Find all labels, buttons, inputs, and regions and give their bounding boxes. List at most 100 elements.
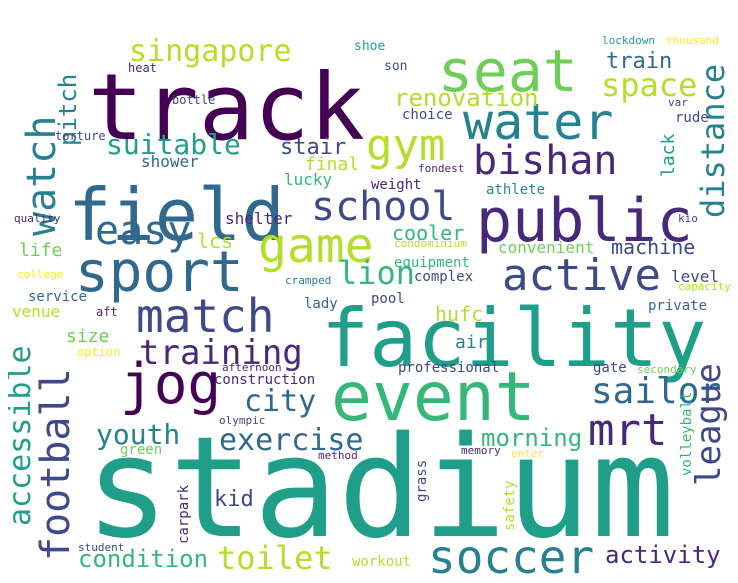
word-condition: condition — [78, 545, 208, 573]
word-hufc: hufc — [435, 302, 483, 326]
word-city: city — [244, 384, 316, 419]
word-game: game — [258, 218, 374, 274]
word-rude: rude — [675, 110, 709, 126]
word-cloud: stadium track facility field seat event public… — [8, 36, 732, 579]
word-sailor: sailor — [591, 371, 721, 412]
word-son: son — [384, 59, 407, 74]
word-shelter: shelter — [225, 209, 293, 228]
word-renovation: renovation — [394, 84, 539, 112]
word-event: event — [331, 358, 536, 437]
word-afternoon: afternoon — [222, 361, 282, 374]
word-cramped: cramped — [285, 274, 331, 287]
word-accessible: accessible — [8, 345, 38, 526]
word-shoe: shoe — [354, 39, 385, 54]
word-volleyball: volleyball — [679, 392, 695, 476]
word-lockdown: lockdown — [602, 36, 655, 47]
word-bishan: bishan — [473, 138, 618, 184]
word-morning: morning — [481, 424, 582, 452]
word-service: service — [28, 289, 87, 305]
word-stadium: stadium — [85, 407, 675, 570]
word-method: method — [318, 449, 358, 462]
word-kid: kid — [214, 487, 254, 512]
word-pitch: pitch — [54, 74, 82, 146]
word-condominium: condominium — [394, 237, 467, 250]
word-level: level — [671, 267, 719, 286]
word-cooler: cooler — [392, 221, 464, 245]
word-complex: complex — [414, 269, 473, 285]
word-grass: grass — [414, 460, 430, 502]
word-facility: facility — [321, 292, 706, 385]
word-sport: sport — [75, 240, 244, 305]
word-bottle: bottle — [172, 93, 215, 107]
word-lcs: lcs — [197, 229, 233, 253]
word-air: air — [455, 332, 488, 353]
word-equipment: equipment — [394, 255, 470, 271]
word-memory: memory — [461, 444, 501, 457]
word-field: field — [68, 173, 285, 257]
word-space: space — [601, 66, 697, 104]
word-fondest: fondest — [418, 162, 464, 175]
word-lion: lion — [338, 254, 415, 292]
word-professional: professional — [398, 360, 499, 376]
word-private: private — [648, 298, 707, 314]
word-toilet: toilet — [217, 539, 333, 577]
word-secondary: secondary — [637, 363, 697, 376]
word-stair: stair — [280, 135, 346, 160]
word-gym: gym — [366, 120, 445, 171]
word-heat: heat — [128, 61, 157, 75]
word-student: student — [78, 541, 124, 554]
word-athlete: athlete — [486, 182, 545, 198]
word-venue: venue — [12, 302, 60, 321]
word-match: match — [136, 289, 274, 343]
word-var: var — [668, 96, 688, 109]
word-workout: workout — [352, 554, 411, 570]
word-mrt: mrt — [588, 405, 667, 456]
word-torture: torture — [55, 129, 106, 143]
word-league: league — [689, 363, 729, 486]
word-jog: jog — [120, 352, 221, 417]
word-train: train — [606, 49, 672, 74]
word-watch: watch — [19, 116, 65, 236]
word-football: football — [33, 368, 79, 561]
word-thousand: thousand — [666, 36, 719, 47]
word-aft: aft — [96, 305, 118, 319]
word-life: life — [19, 240, 62, 261]
word-pool: pool — [371, 291, 405, 307]
word-capacity: capacity — [678, 280, 731, 293]
word-size: size — [66, 326, 109, 347]
word-suitable: suitable — [106, 128, 241, 161]
word-machine: machine — [611, 235, 695, 259]
word-green: green — [120, 442, 162, 458]
word-activity: activity — [605, 541, 721, 569]
word-singapore: singapore — [129, 36, 292, 69]
word-soccer: soccer — [428, 530, 594, 579]
word-public: public — [476, 186, 693, 256]
word-lack: lack — [658, 133, 679, 177]
word-track: track — [88, 54, 365, 161]
word-olympic: olympic — [219, 414, 265, 427]
word-school: school — [311, 184, 456, 230]
word-lucky: lucky — [284, 170, 333, 189]
word-construction: construction — [214, 372, 315, 388]
word-gate: gate — [593, 360, 627, 376]
word-training: training — [139, 333, 303, 373]
word-kio: kio — [678, 212, 698, 225]
word-easy: easy — [95, 208, 191, 254]
word-final: final — [305, 154, 359, 175]
word-quality: quality — [14, 212, 61, 225]
word-exercise: exercise — [219, 423, 364, 458]
word-enter: enter — [511, 447, 544, 460]
word-cloud-svg: stadium track facility field seat event public… — [8, 36, 732, 579]
word-carpark: carpark — [176, 484, 192, 544]
word-distance: distance — [694, 64, 732, 218]
word-lady: lady — [304, 296, 338, 312]
word-safety: safety — [502, 480, 518, 531]
word-weight: weight — [371, 177, 422, 193]
word-choice: choice — [402, 107, 453, 123]
word-option: option — [77, 345, 120, 359]
word-active: active — [502, 250, 661, 301]
word-college: college — [17, 268, 63, 281]
word-water: water — [463, 93, 614, 151]
word-convenient: convenient — [498, 238, 594, 257]
word-youth: youth — [96, 418, 180, 451]
